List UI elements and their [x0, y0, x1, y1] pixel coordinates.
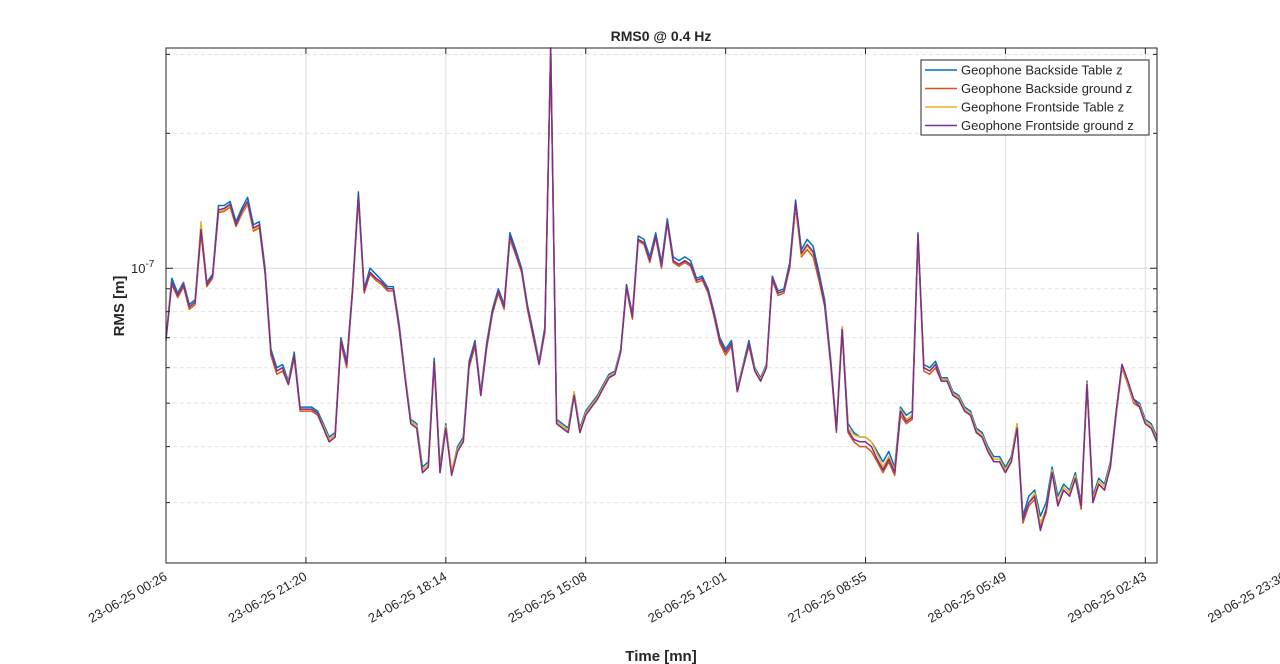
y-tick-exponent: -7 — [145, 259, 154, 270]
chart-title: RMS0 @ 0.4 Hz — [611, 28, 712, 44]
legend: Geophone Backside Table z Geophone Backsi… — [920, 59, 1150, 136]
legend-label: Geophone Frontside Table z — [961, 100, 1124, 115]
legend-label: Geophone Backside Table z — [961, 63, 1123, 78]
y-tick-label: 10-7 — [131, 259, 155, 276]
axis-ticks — [165, 48, 1157, 563]
legend-item: Geophone Backside ground z — [925, 81, 1132, 96]
axes-box — [165, 47, 1158, 564]
x-axis-label: Time [mn] — [625, 648, 696, 664]
y-tick-base: 10 — [131, 261, 145, 276]
legend-item: Geophone Backside Table z — [925, 63, 1123, 78]
legend-label: Geophone Backside ground z — [961, 81, 1132, 96]
legend-item: Geophone Frontside ground z — [925, 118, 1134, 133]
y-axis-label: RMS [m] — [111, 276, 128, 337]
series-lines — [165, 47, 1158, 532]
legend-box — [920, 59, 1150, 136]
series-line-4 — [165, 47, 1158, 532]
legend-item: Geophone Frontside Table z — [925, 100, 1124, 115]
legend-label: Geophone Frontside ground z — [961, 118, 1134, 133]
y-tick-labels: 10-7 — [131, 259, 155, 276]
